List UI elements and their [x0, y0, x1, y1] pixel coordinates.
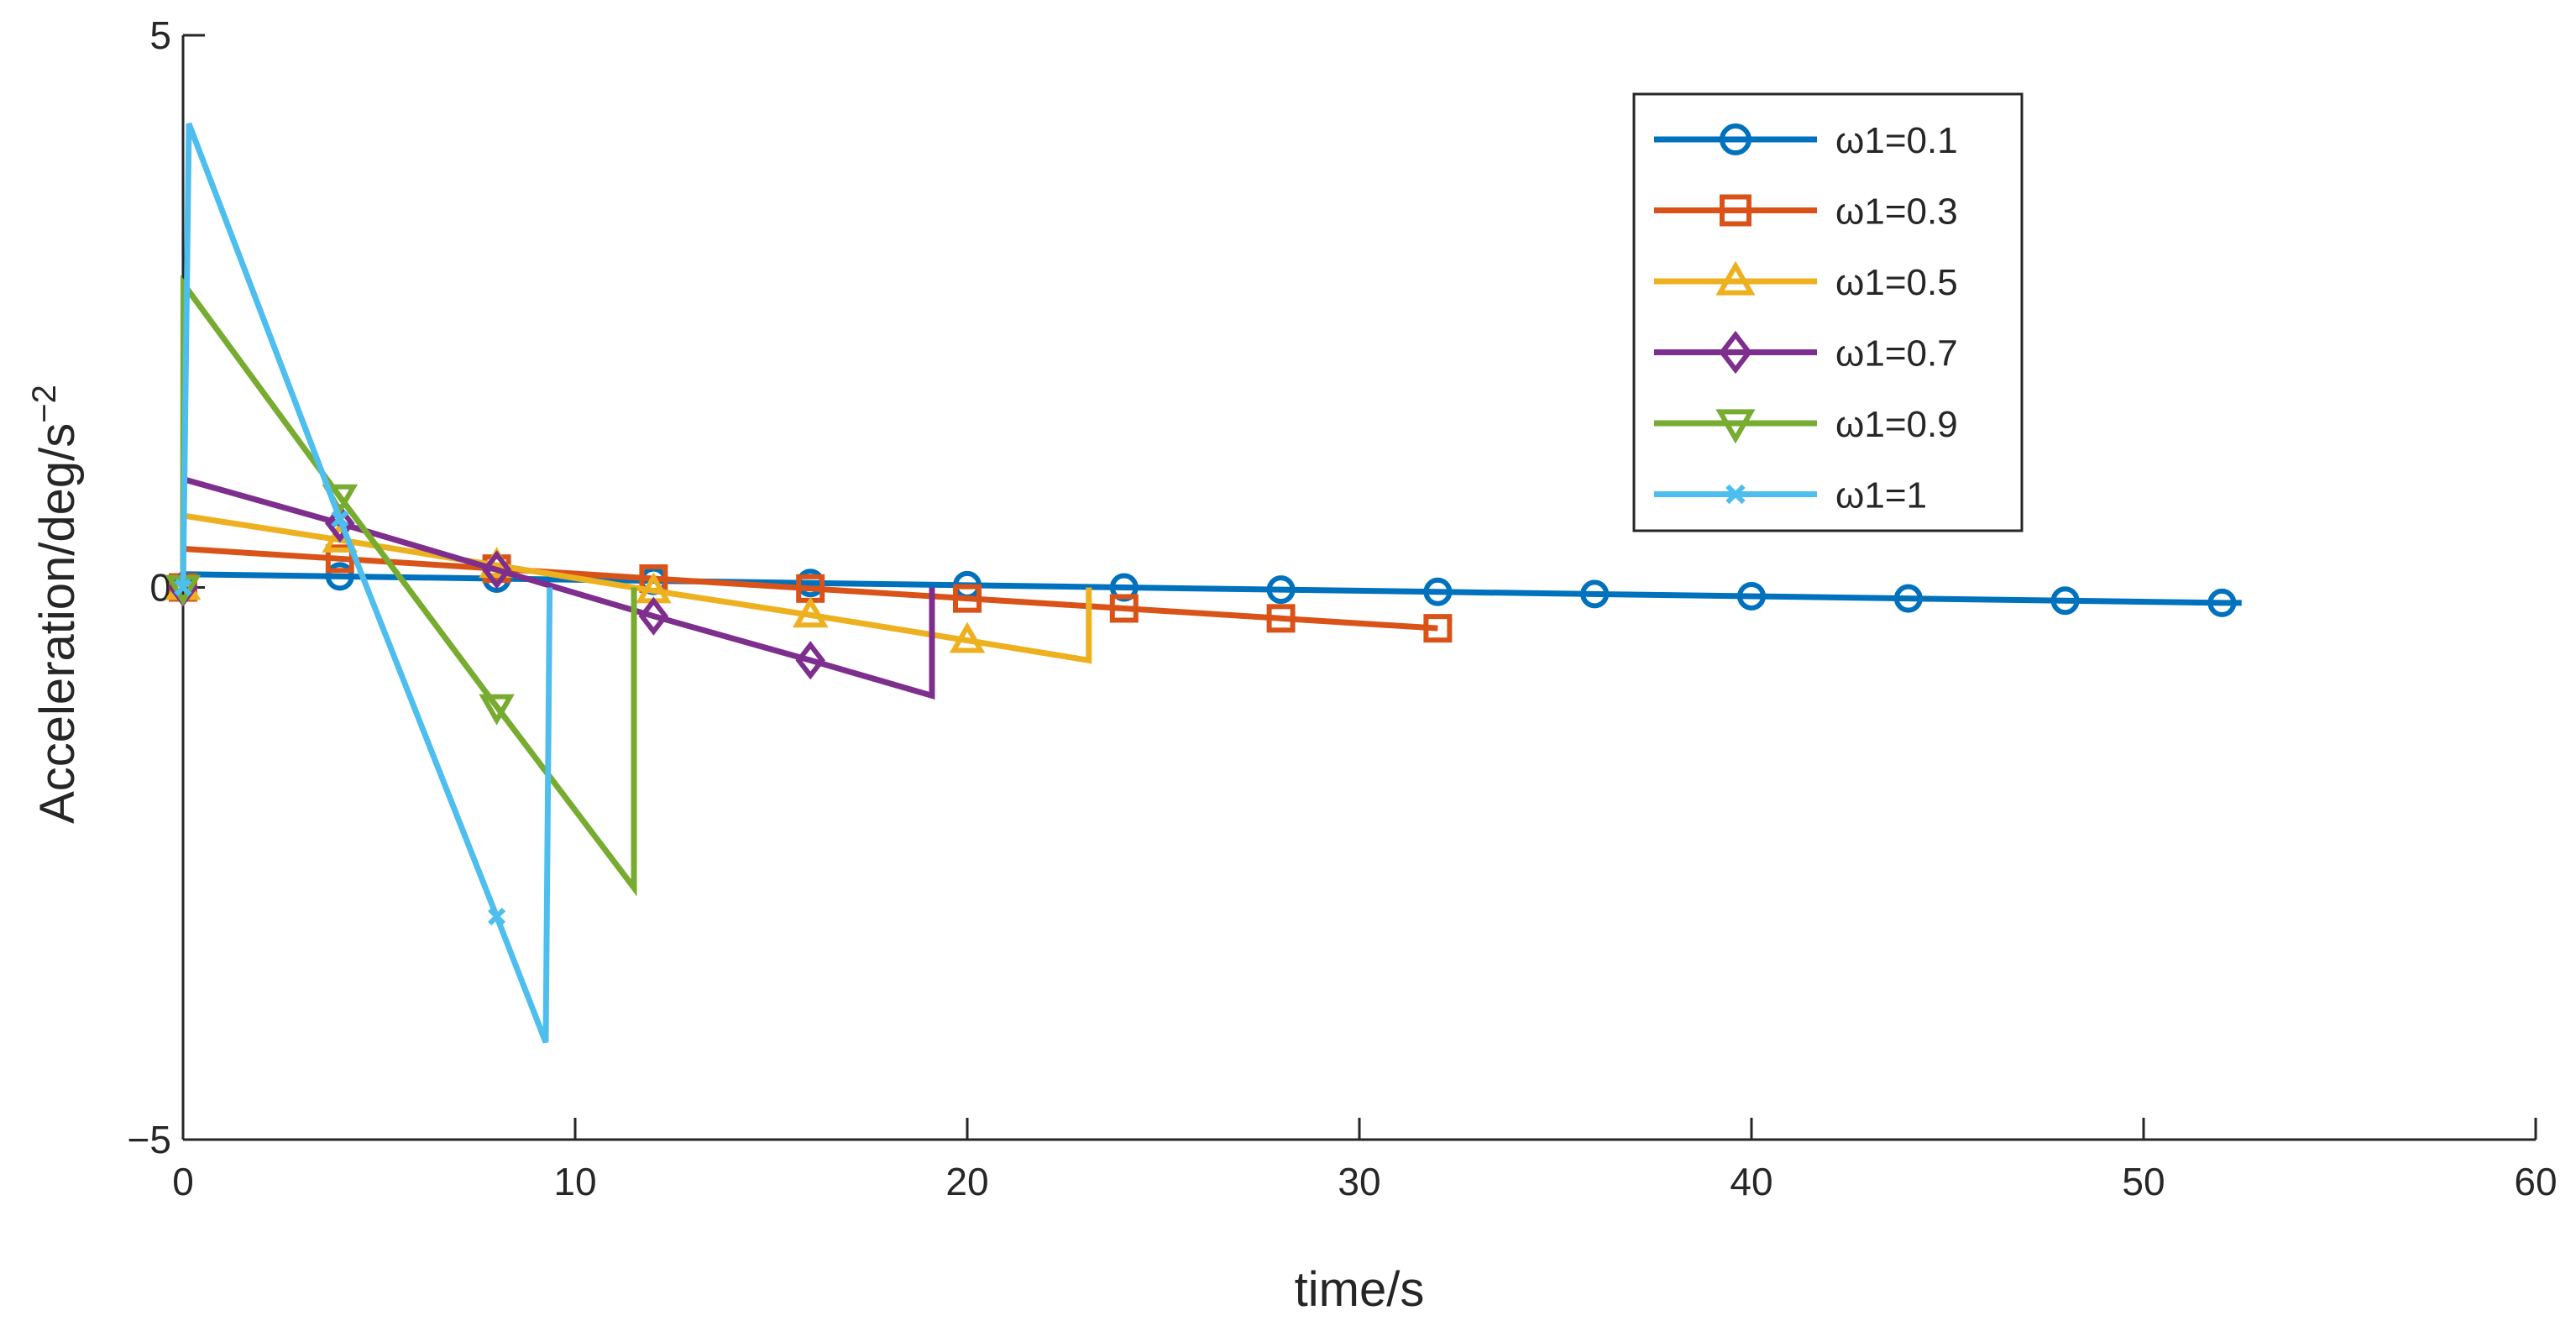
legend-label: ω1=0.3 — [1835, 191, 1958, 233]
data-point-x — [1725, 484, 1746, 505]
legend-label: ω1=0.9 — [1835, 404, 1958, 445]
series-line — [180, 475, 935, 700]
x-marker-stroke — [331, 510, 349, 528]
series-line — [180, 275, 637, 897]
data-point-square — [953, 584, 982, 613]
data-point-triangle-up — [949, 621, 986, 653]
data-point-circle — [1109, 573, 1139, 602]
data-point-square — [1266, 604, 1296, 633]
legend-item: ω1=0.1 — [1654, 120, 1958, 161]
legend-label: ω1=0.7 — [1835, 333, 1958, 375]
data-point-square — [1109, 594, 1139, 623]
legend-label: ω1=0.1 — [1835, 120, 1958, 161]
legend-label: ω1=0.5 — [1835, 262, 1958, 303]
x-axis-title: time/s — [1295, 1262, 1425, 1317]
x-tick-label: 30 — [1338, 1160, 1380, 1203]
x-tick-label: 20 — [945, 1160, 988, 1203]
legend-item: ω1=0.9 — [1654, 404, 1958, 445]
legend-items: ω1=0.1 ω1=0.3 ω1=0.5 ω1=0.7 ω1=0.9 ω1=1 — [1654, 120, 1958, 516]
data-point-circle — [1266, 575, 1296, 605]
plot-series — [165, 122, 2242, 1044]
series-1 — [169, 562, 2242, 617]
y-axis-title-base: Acceleration/deg/s — [30, 423, 85, 824]
x-marker-stroke — [1725, 484, 1746, 505]
legend-item: ω1=1 — [1654, 475, 1927, 516]
y-axis-title-exponent: −2 — [26, 385, 63, 423]
data-point-circle — [1720, 123, 1751, 155]
y-axis-title: Acceleration/deg/s−2 — [26, 385, 85, 824]
data-point-diamond — [638, 596, 669, 636]
data-point-x — [488, 907, 506, 925]
data-point-diamond — [325, 504, 355, 543]
series-line — [180, 545, 1438, 632]
data-point-x — [174, 578, 192, 597]
data-point-diamond — [1719, 330, 1752, 375]
data-point-triangle-down — [1715, 409, 1756, 444]
data-point-triangle-down — [479, 694, 515, 726]
data-point-triangle-up — [1715, 260, 1756, 296]
series-line — [182, 571, 2242, 606]
series-6 — [174, 122, 553, 1044]
y-tick-label: 0 — [149, 566, 171, 610]
legend-item: ω1=0.5 — [1654, 260, 1958, 303]
x-tick-label: 50 — [2122, 1160, 2165, 1203]
data-point-x — [331, 510, 349, 528]
x-marker-stroke — [488, 907, 506, 925]
data-point-diamond — [795, 641, 825, 680]
data-point-circle — [2050, 586, 2080, 616]
series-line — [180, 511, 1092, 664]
x-tick-label: 40 — [1730, 1160, 1772, 1203]
data-point-circle — [1423, 577, 1453, 606]
data-point-square — [1720, 194, 1751, 227]
x-tick-label: 0 — [172, 1160, 194, 1203]
y-tick-label: −5 — [128, 1118, 171, 1161]
data-point-square — [325, 544, 354, 574]
x-tick-label: 10 — [553, 1160, 596, 1203]
x-axis-ticks: 0 10 20 30 40 50 60 — [172, 1118, 2558, 1203]
x-marker-stroke — [174, 578, 192, 597]
x-tick-label: 60 — [2514, 1160, 2557, 1203]
axes: 0 10 20 30 40 50 60 −505 — [128, 13, 2558, 1203]
data-point-circle — [325, 562, 354, 591]
legend: ω1=0.1 ω1=0.3 ω1=0.5 ω1=0.7 ω1=0.9 ω1=1 — [1632, 92, 2024, 532]
data-point-diamond — [481, 550, 512, 590]
data-point-circle — [1737, 582, 1766, 611]
series-3 — [165, 511, 1092, 664]
data-point-circle — [2207, 588, 2237, 617]
series-5 — [165, 275, 637, 897]
series-line — [180, 122, 553, 1044]
y-tick-label: 5 — [149, 13, 171, 57]
data-point-circle — [1580, 579, 1610, 609]
data-point-triangle-up — [792, 596, 829, 628]
legend-label: ω1=1 — [1835, 475, 1927, 516]
data-point-square — [1423, 614, 1453, 643]
legend-item: ω1=0.3 — [1654, 191, 1958, 233]
legend-box — [1632, 92, 2024, 532]
legend-item: ω1=0.7 — [1654, 330, 1958, 375]
data-point-circle — [1893, 584, 1923, 613]
